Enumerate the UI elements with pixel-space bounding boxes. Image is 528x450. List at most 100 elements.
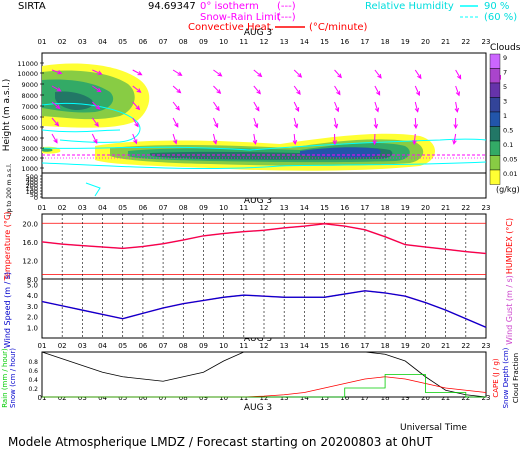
hour-label: 18 bbox=[381, 342, 390, 350]
wind-arrow-head bbox=[214, 123, 219, 129]
hour-label: 06 bbox=[138, 204, 147, 212]
hour-label: 11 bbox=[239, 394, 248, 402]
rain-ylabel: Rain (mm / hour) bbox=[1, 348, 9, 408]
day-label: AUG 3 bbox=[244, 334, 272, 344]
cloud-ytick-label: 2000 bbox=[21, 155, 38, 163]
wind-arrow bbox=[334, 69, 342, 78]
cloud-ytick-label: 11000 bbox=[17, 60, 38, 68]
hour-label: 16 bbox=[340, 204, 349, 212]
wind-arrow-head bbox=[453, 124, 458, 130]
hour-label: 10 bbox=[219, 342, 228, 350]
wind-arrow-head bbox=[56, 87, 62, 92]
clouds-scale-swatch bbox=[489, 97, 501, 113]
cloud-low-level-dense bbox=[300, 147, 381, 158]
wind-arrow-head bbox=[293, 123, 299, 129]
wind-arrow-head bbox=[377, 73, 382, 79]
wind-arrow-head bbox=[297, 73, 303, 78]
low-panel: Up to 200 m a.s.l. bbox=[6, 163, 487, 217]
clouds-scale-swatch bbox=[489, 111, 501, 127]
wind-arrow-head bbox=[96, 87, 102, 93]
hour-label: 23 bbox=[482, 394, 491, 402]
wind-arrow bbox=[334, 101, 339, 112]
wind-arrow bbox=[334, 85, 341, 95]
wind-arrow-head bbox=[172, 139, 178, 145]
hour-label: 02 bbox=[58, 394, 67, 402]
cloud-mid-level-dark bbox=[55, 91, 94, 110]
wind-arrow bbox=[172, 117, 179, 128]
wind-arrow-head bbox=[95, 105, 101, 110]
wind-arrow bbox=[293, 101, 300, 112]
clouds-scale-swatch bbox=[489, 68, 501, 84]
clouds-scale-label: 9 bbox=[503, 54, 507, 62]
hour-label: 13 bbox=[280, 394, 289, 402]
hour-label: 07 bbox=[159, 394, 168, 402]
temp-ylabel: Temperature (°C) bbox=[3, 211, 12, 281]
hour-label: 22 bbox=[461, 394, 470, 402]
cloud-ylabel: Height (m a.s.l.) bbox=[2, 79, 12, 152]
hour-label: 15 bbox=[320, 204, 329, 212]
rain-ytick-label: 0.4 bbox=[28, 377, 38, 384]
wind-arrow bbox=[253, 101, 260, 111]
wind-arrow-head bbox=[374, 107, 380, 113]
hour-label: 18 bbox=[381, 204, 390, 212]
hour-label: 20 bbox=[421, 204, 430, 212]
wind-arrow bbox=[132, 117, 139, 127]
wind-speed-line bbox=[41, 290, 487, 328]
wind-arrow-head bbox=[336, 90, 341, 96]
hour-label: 02 bbox=[58, 38, 67, 46]
wind-arrow bbox=[92, 85, 101, 93]
cloud-ytick-label: 1000 bbox=[21, 165, 38, 173]
hour-label: 15 bbox=[320, 38, 329, 46]
legend-convective-unit: (°C/minute) bbox=[309, 22, 368, 33]
wind-arrow bbox=[455, 85, 460, 96]
wind-arrow bbox=[455, 101, 458, 112]
day-label: AUG 3 bbox=[244, 403, 272, 413]
rain-plot: 0.8 0.6 0.4 0.2 bbox=[28, 351, 487, 398]
hour-label: 23 bbox=[482, 204, 491, 212]
wind-arrow-head bbox=[97, 70, 103, 75]
hour-label: 04 bbox=[98, 204, 107, 212]
hour-label: 14 bbox=[300, 342, 309, 350]
legend-rh: Relative Humidity bbox=[365, 1, 454, 12]
wind-arrow-head bbox=[414, 107, 420, 113]
wind-arrow bbox=[51, 85, 61, 92]
hour-label: 11 bbox=[239, 342, 248, 350]
cape-ylabel: CAPE (J / g) bbox=[492, 358, 500, 398]
low-panel-frame bbox=[41, 172, 487, 199]
temp-ytick-label: 8.0 bbox=[27, 276, 38, 284]
wind-arrow bbox=[212, 133, 217, 144]
wind-arrow bbox=[293, 69, 302, 78]
clouds-color-scale: Clouds (g/kg) 9 7 5 3 1 0.5 0.1 0.05 0.01 bbox=[489, 43, 521, 194]
legend-isotherm: 0° isotherm bbox=[200, 1, 259, 12]
hour-label: 03 bbox=[78, 204, 87, 212]
wind-arrow-head bbox=[333, 123, 339, 129]
temp-ytick-label: 12.0 bbox=[22, 257, 38, 265]
hour-label: 23 bbox=[482, 38, 491, 46]
cloud-fraction-line bbox=[41, 351, 487, 398]
clouds-scale-label: 0.05 bbox=[503, 156, 517, 164]
wind-arrow bbox=[293, 85, 301, 95]
wind-arrow bbox=[132, 85, 141, 93]
wind-arrow-head bbox=[256, 89, 261, 95]
rh-contour-lower bbox=[41, 161, 487, 170]
clouds-scale-swatch bbox=[489, 169, 501, 185]
hour-label: 22 bbox=[461, 342, 470, 350]
hour-label: 09 bbox=[199, 394, 208, 402]
wind-arrow bbox=[293, 133, 296, 144]
hour-label: 18 bbox=[381, 394, 390, 402]
hour-label: 12 bbox=[260, 342, 269, 350]
hour-label: 15 bbox=[320, 342, 329, 350]
wind-arrow-head bbox=[136, 88, 142, 93]
wind-arrow bbox=[213, 101, 220, 111]
clouds-scale-swatch bbox=[489, 140, 501, 156]
clouds-scale-swatch bbox=[489, 126, 501, 142]
wind-arrow-head bbox=[292, 140, 298, 146]
temp-ytick-label: 16.0 bbox=[22, 239, 38, 247]
hour-label: 17 bbox=[360, 38, 369, 46]
wind-arrow-head bbox=[215, 106, 220, 112]
hour-label: 08 bbox=[179, 394, 188, 402]
cloud-ytick-label: 9000 bbox=[21, 81, 38, 89]
wind-arrow bbox=[253, 133, 257, 144]
cloud-ytick-label: 500 bbox=[26, 173, 38, 181]
hour-label: 21 bbox=[441, 204, 450, 212]
